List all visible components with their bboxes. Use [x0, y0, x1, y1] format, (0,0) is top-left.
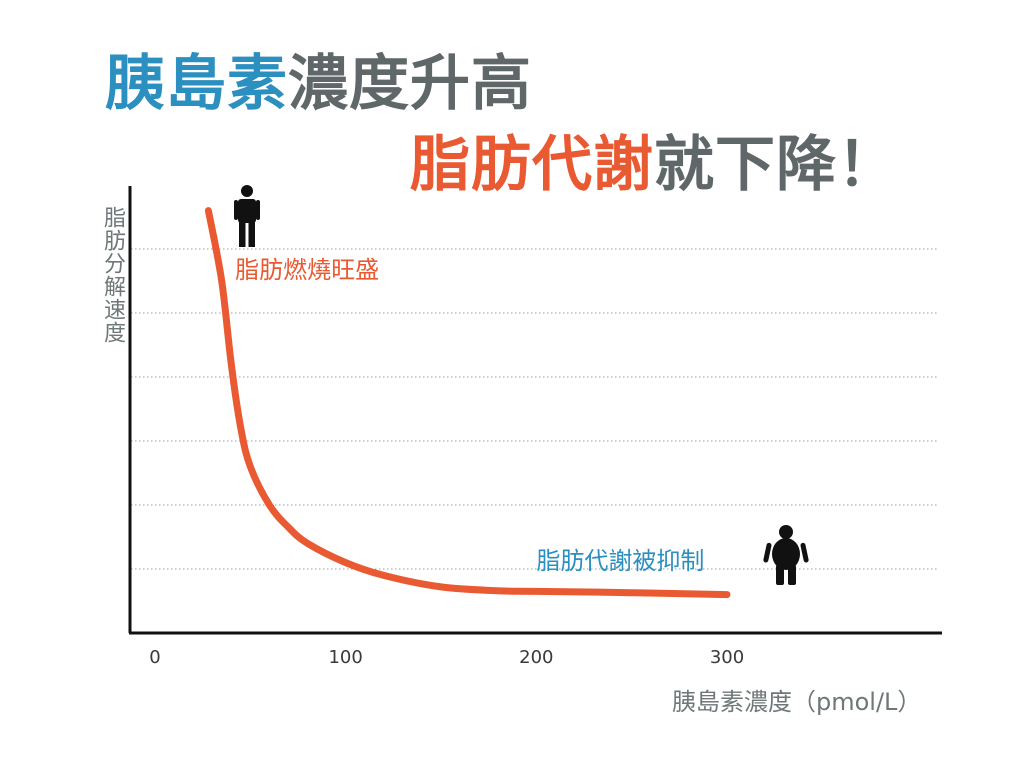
- chart-title-line2: 脂肪代謝就下降！: [410, 135, 898, 195]
- annotation-fat-burning-high: 脂肪燃燒旺盛: [235, 256, 379, 284]
- overweight-person-icon: [763, 525, 809, 585]
- annotation-fat-metabolism-suppressed: 脂肪代謝被抑制: [536, 547, 704, 575]
- x-tick-label: 300: [710, 647, 744, 668]
- title-segment-insulin: 胰島素: [105, 49, 288, 119]
- x-axis-label: 胰島素濃度（pmol/L）: [672, 688, 922, 716]
- x-tick-label: 200: [519, 647, 553, 668]
- grid-lines: [131, 248, 938, 570]
- slim-person-icon: [234, 185, 260, 247]
- x-tick-labels: 0 100 200 300: [149, 647, 744, 668]
- y-axis-label: 脂肪分解速度: [100, 206, 125, 344]
- x-tick-label: 100: [328, 647, 362, 668]
- x-tick-label: 0: [149, 647, 160, 668]
- series-line: [204, 207, 731, 599]
- title-segment-falls: 就下降！: [654, 130, 898, 200]
- title-segment-fat-metabolism: 脂肪代謝: [410, 130, 654, 200]
- title-segment-rises: 濃度升高: [288, 49, 532, 119]
- chart-title-line1: 胰島素濃度升高: [105, 54, 532, 114]
